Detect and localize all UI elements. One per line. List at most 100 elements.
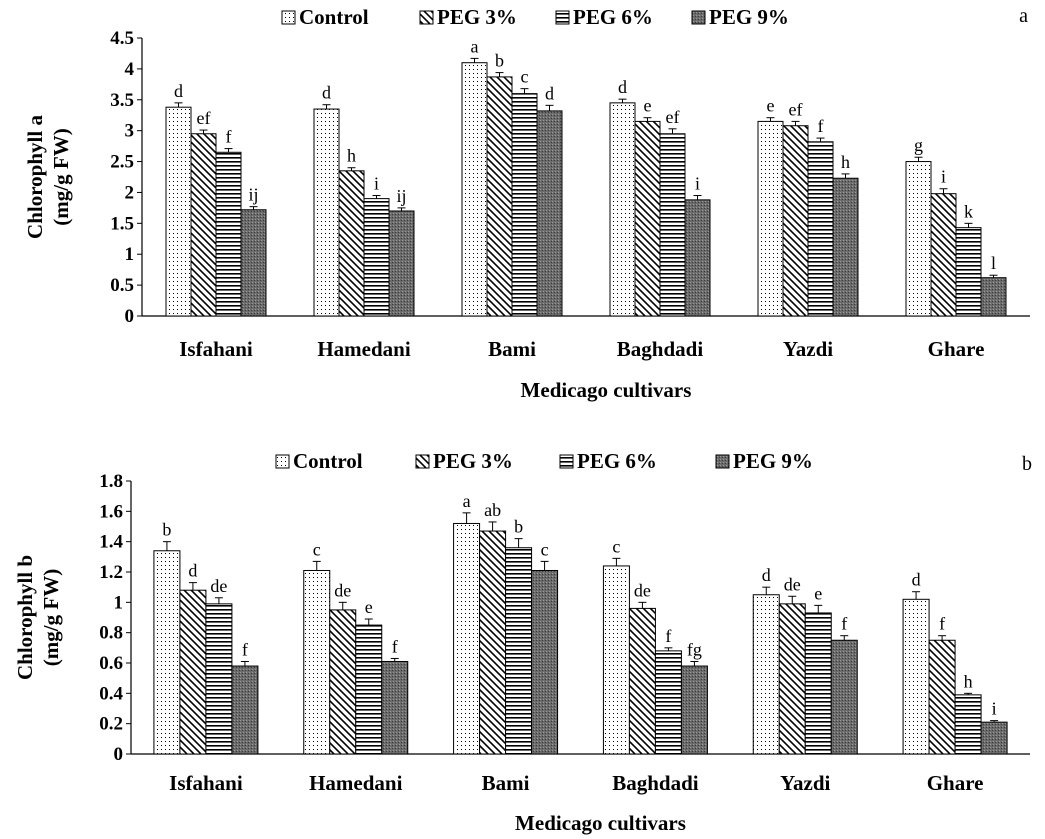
significance-letter: d: [618, 77, 627, 97]
x-category-label: Bami: [482, 771, 530, 795]
significance-letter: h: [347, 146, 356, 166]
y-tick-label: 4.5: [110, 28, 134, 49]
legend-label: PEG 9%: [733, 449, 813, 473]
significance-letter: c: [313, 539, 321, 559]
bar: [981, 722, 1007, 754]
bar: [929, 640, 955, 754]
x-axis-label: Medicago cultivars: [515, 811, 686, 835]
x-category-label: Baghdadi: [612, 771, 699, 795]
legend-label: PEG 6%: [577, 449, 657, 473]
bar: [610, 103, 635, 316]
y-tick-label: 2.5: [110, 152, 134, 173]
significance-letter: d: [545, 83, 554, 103]
panel-label: a: [1019, 5, 1028, 27]
bar: [955, 695, 981, 754]
bar: [232, 666, 258, 754]
legend-label: Control: [299, 5, 369, 29]
bar: [191, 134, 216, 316]
x-category-label: Hamedani: [317, 337, 411, 361]
significance-letter: c: [521, 67, 529, 87]
significance-letter: h: [841, 152, 850, 172]
legend-swatch: [556, 11, 569, 24]
significance-letter: ij: [248, 185, 258, 205]
bar: [462, 63, 487, 316]
y-axis-label: Chlorophyll a: [23, 115, 47, 239]
bar: [753, 595, 779, 754]
bar: [685, 200, 710, 316]
bar: [660, 134, 685, 316]
bar: [903, 599, 929, 754]
significance-letter: f: [841, 614, 847, 634]
significance-letter: ef: [789, 99, 803, 119]
significance-letter: d: [912, 570, 921, 590]
significance-letter: i: [695, 174, 700, 194]
significance-letter: a: [471, 36, 479, 56]
x-axis-label: Medicago cultivars: [521, 378, 692, 402]
bar: [454, 523, 480, 754]
bar: [532, 570, 558, 754]
significance-letter: f: [818, 116, 824, 136]
significance-letter: f: [242, 639, 248, 659]
significance-letter: ab: [484, 500, 501, 520]
chart-panel-a: Control PEG 3% PEG 6% PEG 9% a 0 0.5 1 1.5 2 2.5 3 3…: [23, 5, 1030, 402]
legend-label: PEG 9%: [709, 5, 789, 29]
panel-label: b: [1022, 453, 1032, 475]
bar: [635, 121, 660, 316]
bar: [166, 107, 191, 316]
significance-letter: b: [514, 517, 523, 537]
significance-letter: c: [541, 539, 549, 559]
y-tick-label: 0.2: [99, 714, 123, 735]
significance-letter: ef: [666, 107, 680, 127]
significance-letter: c: [612, 536, 620, 556]
y-tick-label: 0.8: [99, 623, 123, 644]
bar: [981, 278, 1006, 316]
significance-letter: ef: [197, 108, 211, 128]
y-tick-label: 0: [114, 744, 124, 765]
bar: [931, 194, 956, 316]
legend-label: PEG 6%: [573, 5, 653, 29]
y-tick-label: 4: [125, 59, 135, 80]
legend-label: Control: [293, 449, 363, 473]
bar: [779, 604, 805, 754]
bar: [180, 590, 206, 754]
bar: [382, 661, 408, 754]
bar: [906, 162, 931, 316]
bar: [364, 199, 389, 316]
significance-letter: d: [762, 565, 771, 585]
significance-letter: e: [767, 96, 775, 116]
significance-letter: f: [392, 636, 398, 656]
significance-letter: de: [634, 580, 651, 600]
y-tick-label: 2: [125, 182, 135, 203]
y-tick-label: 1: [125, 244, 135, 265]
bar: [956, 228, 981, 316]
bar: [805, 613, 831, 754]
bar: [603, 566, 629, 754]
y-tick-label: 1.2: [99, 562, 123, 583]
significance-letter: e: [814, 583, 822, 603]
x-category-label: Yazdi: [783, 337, 833, 361]
legend-swatch: [276, 455, 289, 468]
significance-letter: de: [784, 574, 801, 594]
bar: [537, 111, 562, 316]
bar: [512, 94, 537, 316]
bar: [330, 610, 356, 754]
bar: [758, 121, 783, 316]
significance-letter: d: [322, 83, 331, 103]
significance-letter: l: [991, 253, 996, 273]
significance-letter: e: [365, 597, 373, 617]
bar: [629, 608, 655, 754]
x-category-label: Isfahani: [169, 771, 243, 795]
y-tick-label: 1.8: [99, 471, 123, 492]
y-tick-label: 0.5: [110, 275, 134, 296]
significance-letter: k: [964, 201, 973, 221]
y-axis-label-unit: (mg/g FW): [49, 128, 73, 225]
y-tick-label: 1.4: [99, 532, 123, 553]
legend-swatch: [416, 455, 429, 468]
significance-letter: a: [463, 491, 471, 511]
legend-label: PEG 3%: [433, 449, 513, 473]
bar: [216, 152, 241, 316]
bar: [655, 651, 681, 754]
y-axis-label: Chlorophyll b: [13, 555, 37, 680]
significance-letter: f: [665, 626, 671, 646]
